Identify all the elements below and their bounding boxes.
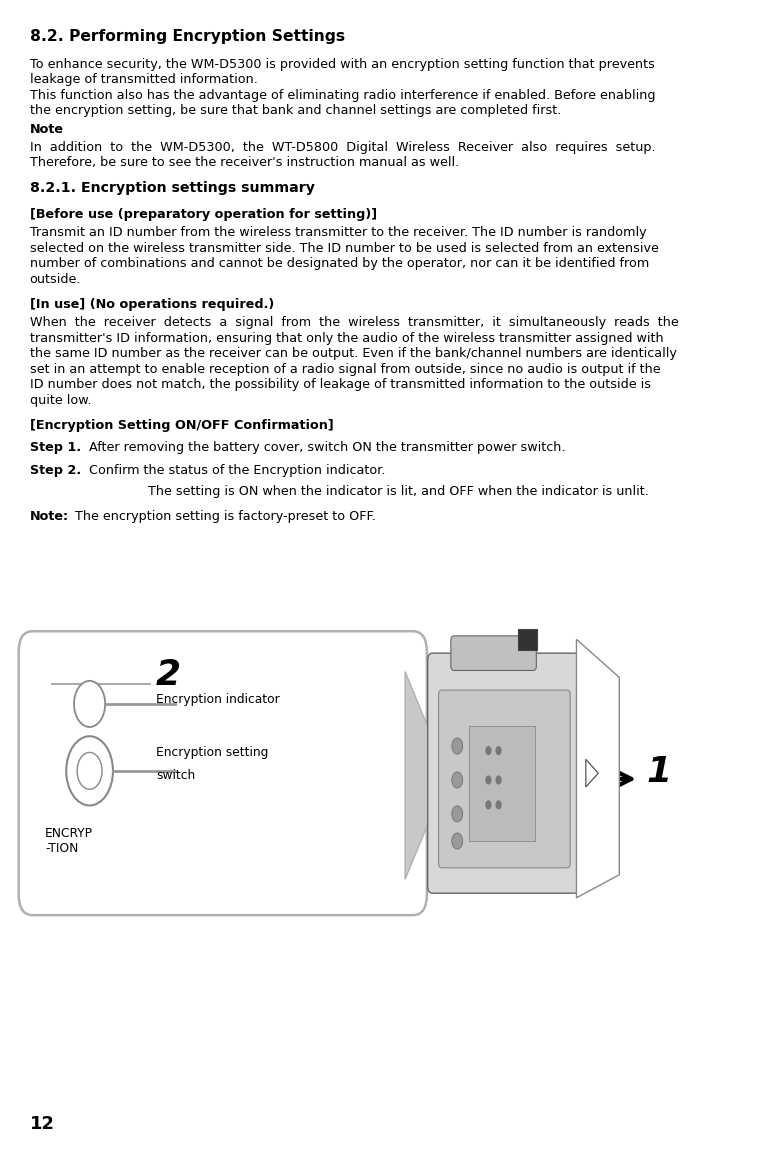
FancyBboxPatch shape	[518, 629, 537, 650]
Polygon shape	[576, 639, 619, 898]
Text: [Encryption Setting ON/OFF Confirmation]: [Encryption Setting ON/OFF Confirmation]	[30, 419, 333, 432]
Circle shape	[495, 745, 502, 755]
Text: Note: Note	[30, 123, 64, 136]
Text: 8.2. Performing Encryption Settings: 8.2. Performing Encryption Settings	[30, 29, 345, 44]
Text: ENCRYP
-TION: ENCRYP -TION	[45, 827, 93, 855]
Circle shape	[452, 805, 463, 822]
Text: When  the  receiver  detects  a  signal  from  the  wireless  transmitter,  it  : When the receiver detects a signal from …	[30, 316, 679, 406]
Text: switch: switch	[156, 769, 195, 782]
FancyBboxPatch shape	[469, 726, 535, 841]
Polygon shape	[405, 672, 448, 879]
Text: After removing the battery cover, switch ON the transmitter power switch.: After removing the battery cover, switch…	[89, 441, 566, 454]
FancyBboxPatch shape	[428, 653, 581, 893]
Circle shape	[485, 800, 492, 809]
Circle shape	[485, 745, 492, 755]
Text: Confirm the status of the Encryption indicator.: Confirm the status of the Encryption ind…	[89, 464, 386, 477]
Text: 12: 12	[30, 1115, 55, 1133]
Text: Transmit an ID number from the wireless transmitter to the receiver. The ID numb: Transmit an ID number from the wireless …	[30, 226, 658, 286]
FancyBboxPatch shape	[19, 631, 427, 915]
Text: In  addition  to  the  WM-D5300,  the  WT-D5800  Digital  Wireless  Receiver  al: In addition to the WM-D5300, the WT-D580…	[30, 141, 655, 170]
Text: [Before use (preparatory operation for setting)]: [Before use (preparatory operation for s…	[30, 208, 377, 220]
Text: 2: 2	[156, 658, 181, 691]
Text: To enhance security, the WM-D5300 is provided with an encryption setting functio: To enhance security, the WM-D5300 is pro…	[30, 58, 655, 118]
FancyBboxPatch shape	[439, 690, 570, 868]
Text: Encryption setting: Encryption setting	[156, 745, 268, 759]
Circle shape	[77, 752, 102, 789]
Text: 8.2.1. Encryption settings summary: 8.2.1. Encryption settings summary	[30, 181, 315, 195]
Text: [In use] (No operations required.): [In use] (No operations required.)	[30, 298, 274, 310]
Text: 1: 1	[647, 755, 671, 789]
Text: The encryption setting is factory-preset to OFF.: The encryption setting is factory-preset…	[75, 510, 375, 523]
Polygon shape	[586, 759, 598, 787]
Circle shape	[495, 800, 502, 809]
Text: Step 2.: Step 2.	[30, 464, 81, 477]
Text: Note:: Note:	[30, 510, 69, 523]
Circle shape	[66, 736, 113, 805]
Circle shape	[452, 833, 463, 849]
FancyBboxPatch shape	[451, 636, 536, 670]
Circle shape	[495, 775, 502, 785]
Circle shape	[485, 775, 492, 785]
Text: The setting is ON when the indicator is lit, and OFF when the indicator is unlit: The setting is ON when the indicator is …	[148, 485, 649, 497]
Text: Step 1.: Step 1.	[30, 441, 81, 454]
Text: Encryption indicator: Encryption indicator	[156, 692, 280, 706]
Circle shape	[452, 737, 463, 754]
Circle shape	[452, 772, 463, 788]
Circle shape	[74, 681, 105, 727]
